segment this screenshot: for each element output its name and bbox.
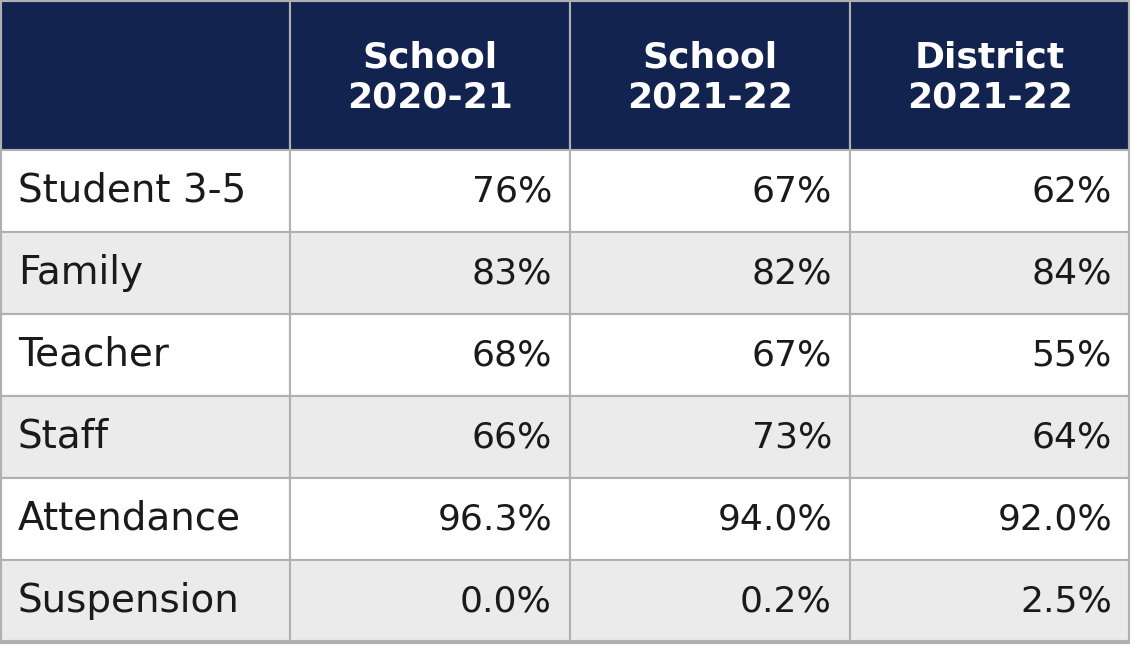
Text: 2021-22: 2021-22 — [907, 80, 1074, 114]
Text: Suspension: Suspension — [18, 582, 240, 620]
Text: 68%: 68% — [471, 338, 551, 372]
Text: 94.0%: 94.0% — [718, 502, 832, 536]
Text: 55%: 55% — [1032, 338, 1112, 372]
Text: 2.5%: 2.5% — [1020, 584, 1112, 618]
Bar — [290, 396, 570, 478]
Text: 0.0%: 0.0% — [460, 584, 551, 618]
Bar — [850, 0, 1130, 150]
Text: Attendance: Attendance — [18, 500, 241, 538]
Text: 67%: 67% — [751, 338, 832, 372]
Bar — [290, 478, 570, 560]
Text: 73%: 73% — [751, 420, 832, 454]
Text: Staff: Staff — [18, 418, 110, 456]
Bar — [290, 560, 570, 642]
Bar — [570, 314, 850, 396]
Bar — [0, 0, 290, 150]
Text: Student 3-5: Student 3-5 — [18, 172, 246, 210]
Text: 2020-21: 2020-21 — [347, 80, 513, 114]
Bar — [850, 232, 1130, 314]
Bar — [290, 0, 570, 150]
Bar — [850, 150, 1130, 232]
Bar — [290, 232, 570, 314]
Bar — [850, 478, 1130, 560]
Bar — [570, 0, 850, 150]
Text: 66%: 66% — [471, 420, 551, 454]
Bar — [0, 232, 290, 314]
Bar — [850, 560, 1130, 642]
Bar — [570, 396, 850, 478]
Text: 2021-22: 2021-22 — [627, 80, 793, 114]
Bar — [0, 560, 290, 642]
Text: 62%: 62% — [1032, 174, 1112, 208]
Text: 84%: 84% — [1032, 256, 1112, 290]
Text: 83%: 83% — [471, 256, 551, 290]
Text: 76%: 76% — [471, 174, 551, 208]
Bar — [570, 560, 850, 642]
Text: 64%: 64% — [1032, 420, 1112, 454]
Text: Family: Family — [18, 254, 144, 292]
Text: 67%: 67% — [751, 174, 832, 208]
Bar — [290, 150, 570, 232]
Bar — [570, 150, 850, 232]
Bar — [0, 314, 290, 396]
Text: 92.0%: 92.0% — [998, 502, 1112, 536]
Bar — [850, 314, 1130, 396]
Text: School: School — [363, 40, 497, 74]
Text: 0.2%: 0.2% — [740, 584, 832, 618]
Bar — [850, 396, 1130, 478]
Text: School: School — [643, 40, 777, 74]
Bar — [290, 314, 570, 396]
Text: 96.3%: 96.3% — [437, 502, 551, 536]
Bar — [0, 396, 290, 478]
Bar — [0, 478, 290, 560]
Text: 82%: 82% — [751, 256, 832, 290]
Text: District: District — [915, 40, 1066, 74]
Bar — [570, 478, 850, 560]
Bar — [0, 150, 290, 232]
Bar — [570, 232, 850, 314]
Text: Teacher: Teacher — [18, 336, 168, 374]
